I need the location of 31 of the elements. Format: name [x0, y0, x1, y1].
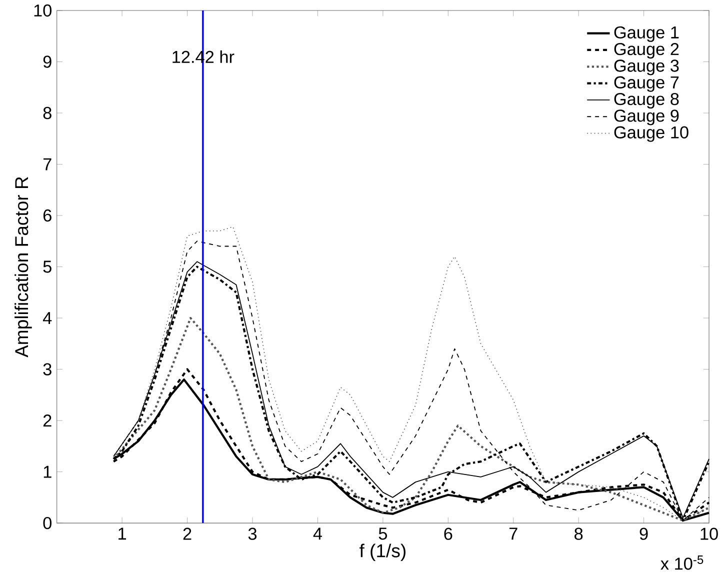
y-tick-label: 9 [43, 56, 52, 68]
x-axis-title: f (1/s) [360, 544, 406, 562]
x-tick-label: 8 [574, 528, 583, 540]
x-tick-label: 5 [378, 528, 387, 540]
y-tick-label: 5 [43, 260, 52, 273]
legend-label: Gauge 8 [614, 93, 679, 109]
legend-label: Gauge 2 [614, 43, 679, 59]
x-tick-label: 6 [444, 528, 452, 540]
y-tick-label: 8 [43, 106, 52, 120]
x-tick-label: 3 [248, 528, 257, 540]
text: x 10$^{-5}$ [660, 556, 704, 570]
legend-label: Gauge 10 [614, 126, 688, 142]
x-tick-label: 1 [118, 528, 126, 540]
y-tick-label: 1 [44, 466, 52, 478]
x-tick-label: 4 [313, 528, 322, 540]
y-tick-label: 6 [43, 209, 52, 222]
legend-label: Gauge 3 [614, 60, 679, 76]
y-tick-label: 2 [43, 414, 52, 427]
legend-label: Gauge 1 [614, 26, 679, 42]
x-tick-label: 10 [700, 528, 718, 540]
x-tick-label: 7 [509, 528, 518, 540]
legend-label: Gauge 9 [614, 110, 679, 126]
x-tick-label: 2 [183, 528, 192, 540]
x-tick-label: 9 [640, 528, 648, 540]
y-tick-label: 7 [43, 158, 52, 170]
y-axis-title: Amplification Factor R [14, 177, 32, 358]
y-tick-label: 4 [42, 312, 52, 324]
legend-label: Gauge 7 [614, 76, 679, 92]
y-tick-label: 10 [34, 4, 52, 17]
y-tick-label: 0 [43, 517, 52, 530]
y-tick-label: 3 [43, 363, 52, 376]
